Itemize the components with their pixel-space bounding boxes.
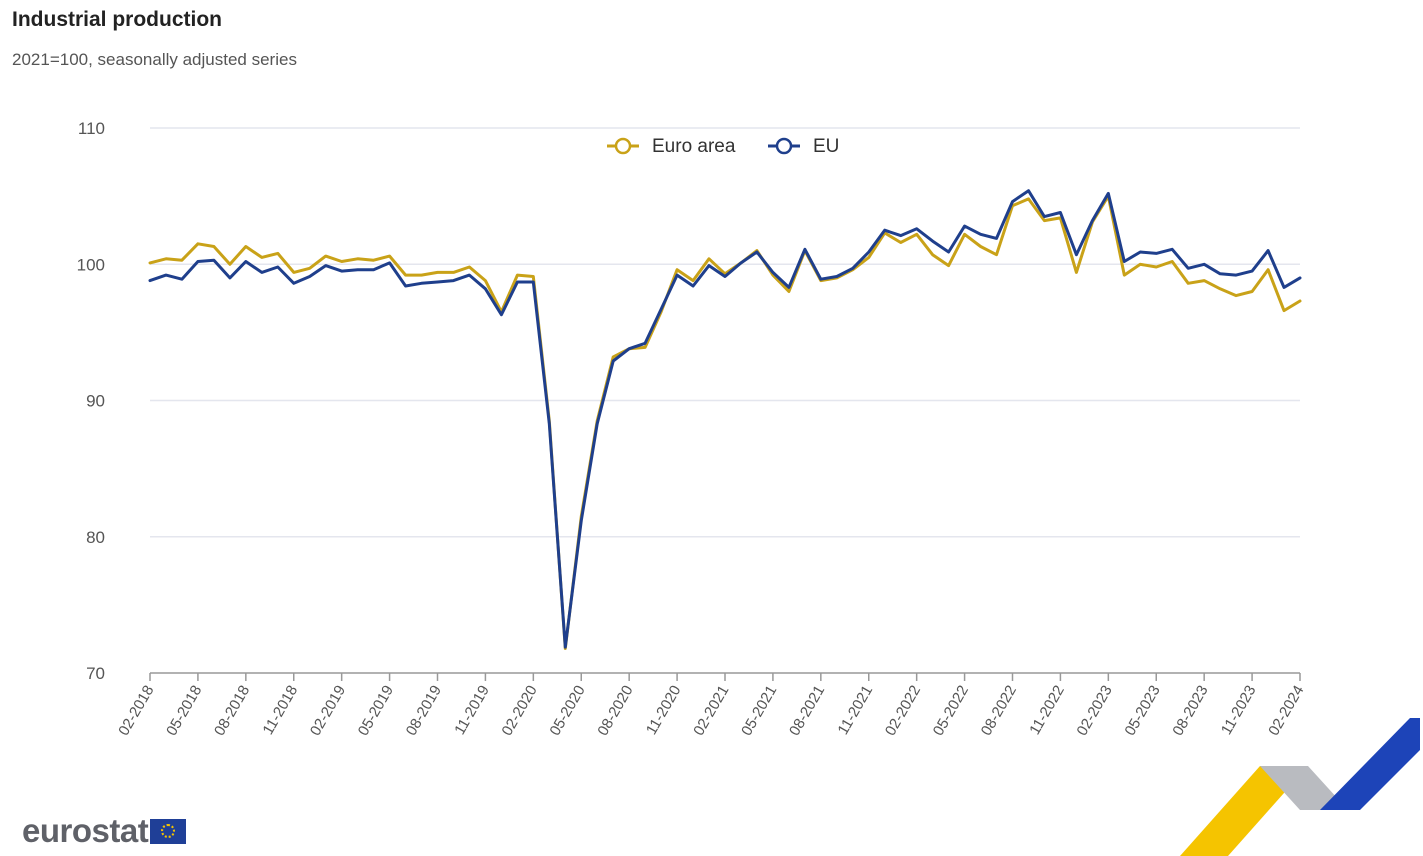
legend-euro-area-marker-icon bbox=[614, 137, 632, 155]
chart-title: Industrial production bbox=[12, 8, 222, 31]
y-tick-label: 110 bbox=[78, 119, 105, 138]
x-tick-label: 11-2020 bbox=[643, 683, 685, 738]
x-tick-label: 08-2020 bbox=[594, 683, 636, 739]
x-tick-label: 05-2018 bbox=[163, 683, 205, 739]
x-tick-label: 02-2020 bbox=[499, 683, 541, 739]
x-tick-label: 02-2023 bbox=[1074, 683, 1116, 739]
eurostat-logo: eurostat bbox=[22, 812, 187, 850]
x-tick-label: 08-2018 bbox=[211, 683, 253, 739]
x-tick-label: 02-2019 bbox=[307, 683, 349, 739]
x-tick-label: 08-2021 bbox=[786, 683, 828, 739]
legend-eu-label: EU bbox=[813, 136, 839, 157]
x-tick-label: 08-2019 bbox=[403, 683, 445, 739]
y-tick-label: 90 bbox=[86, 392, 105, 411]
x-tick-label: 11-2021 bbox=[835, 683, 877, 738]
x-tick-label: 11-2022 bbox=[1026, 683, 1068, 738]
y-tick-label: 70 bbox=[86, 664, 105, 683]
x-tick-label: 05-2021 bbox=[738, 683, 780, 739]
legend-item-eu[interactable]: EU bbox=[768, 136, 839, 157]
series-line-eu[interactable] bbox=[148, 189, 1302, 649]
x-tick-label: 02-2021 bbox=[690, 683, 732, 739]
y-axis-ticks: 70 80 90 100 110 bbox=[77, 119, 105, 683]
y-tick-label: 100 bbox=[77, 255, 105, 274]
x-tick-label: 05-2022 bbox=[930, 683, 972, 739]
x-tick-label: 11-2019 bbox=[451, 683, 493, 738]
x-tick-label: 08-2022 bbox=[978, 683, 1020, 739]
eurostat-swoosh-icon bbox=[1180, 718, 1420, 856]
x-tick-label: 11-2018 bbox=[260, 683, 302, 738]
y-tick-label: 80 bbox=[86, 528, 105, 547]
x-tick-label: 05-2023 bbox=[1121, 683, 1163, 739]
x-tick-label: 02-2018 bbox=[115, 683, 157, 739]
logo-text: eurostat bbox=[22, 812, 149, 849]
series-lines bbox=[148, 189, 1302, 650]
grid-lines bbox=[150, 127, 1300, 538]
x-axis: 02-2018 05-2018 08-2018 11-2018 02-2019 05-20… bbox=[115, 672, 1307, 739]
legend[interactable]: Euro area EU bbox=[607, 136, 839, 157]
x-tick-label: 05-2020 bbox=[546, 683, 588, 739]
eu-flag-icon bbox=[150, 818, 187, 844]
legend-euro-area-label: Euro area bbox=[652, 136, 736, 157]
x-tick-label: 02-2022 bbox=[882, 683, 924, 739]
legend-eu-marker-icon bbox=[775, 137, 793, 155]
x-tick-label: 05-2019 bbox=[355, 683, 397, 739]
legend-item-euro-area[interactable]: Euro area bbox=[607, 136, 736, 157]
chart-subtitle: 2021=100, seasonally adjusted series bbox=[12, 50, 297, 69]
